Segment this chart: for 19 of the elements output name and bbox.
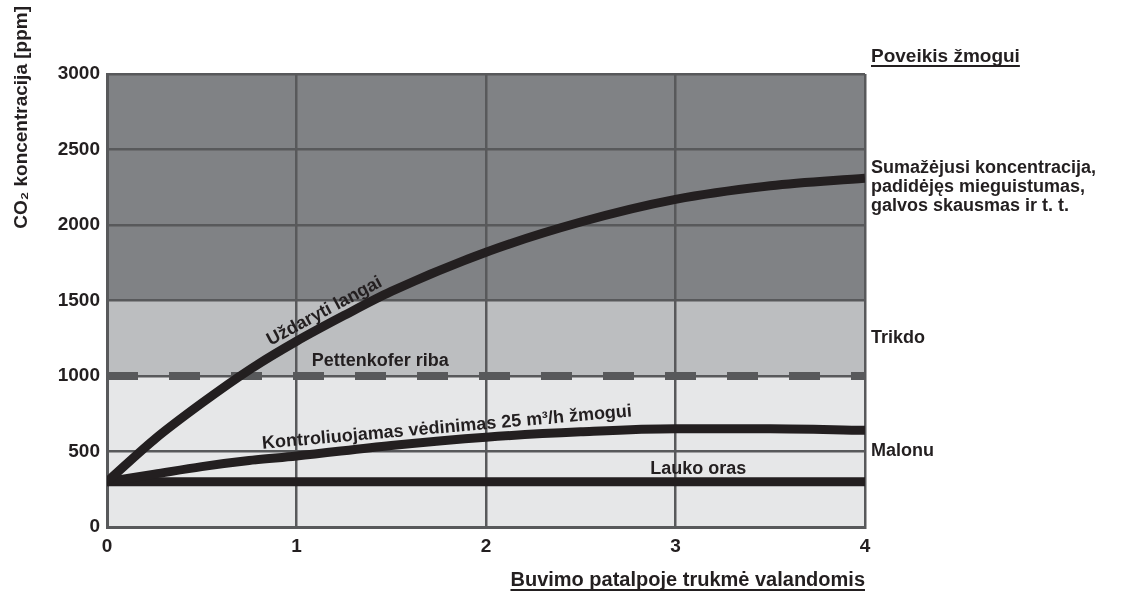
x-tick-label: 1 — [291, 534, 303, 556]
ref-line-label: Pettenkofer riba — [311, 350, 450, 370]
y-tick-label: 1000 — [57, 364, 100, 386]
y-tick-label: 1500 — [57, 288, 100, 310]
y-tick-label: 2500 — [57, 137, 100, 159]
text: Poveikis žmogui — [871, 45, 1020, 66]
y-tick-label: 2000 — [57, 213, 100, 235]
band-label: Sumažėjusi koncentracija, padidėjęs mieguistumas, galvos skausmas ir t. t. — [871, 157, 1097, 216]
y-tick-label: 0 — [89, 515, 100, 537]
x-tick-label: 4 — [859, 534, 871, 556]
x-tick-label: 3 — [670, 534, 681, 556]
y-tick-label: 3000 — [57, 62, 100, 84]
y-axis-title: CO₂ koncentracija [ppm] — [10, 6, 32, 229]
band-label: Trikdo — [871, 327, 926, 348]
band-label: Malonu — [871, 440, 934, 461]
y-tick-label: 500 — [68, 439, 100, 461]
x-tick-label: 2 — [480, 534, 492, 556]
text: Kontroliuojamas vėdinimas 25 m³/h žmogui — [261, 400, 633, 453]
x-axis-title: Buvimo patalpoje trukmė valandomis — [510, 568, 865, 590]
